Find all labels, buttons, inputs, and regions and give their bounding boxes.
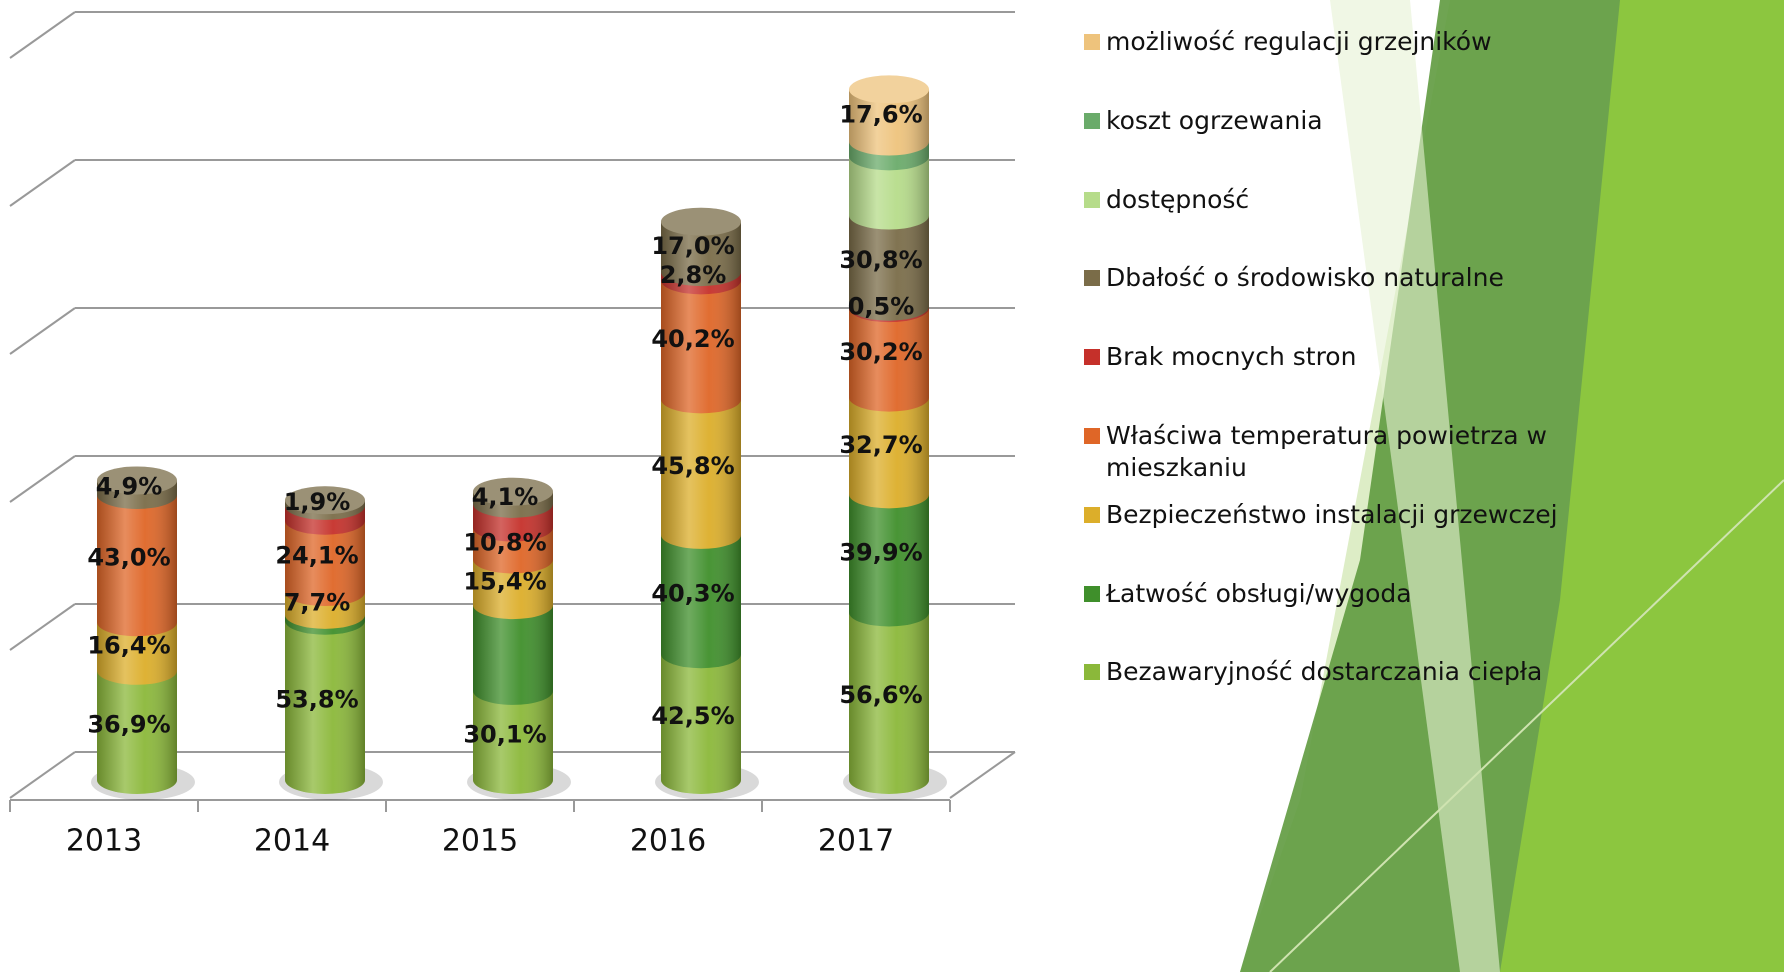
legend-item: dostępność (1080, 184, 1570, 216)
data-label: 40,3% (651, 580, 734, 608)
legend-item: Łatwość obsługi/wygoda (1080, 578, 1570, 610)
data-label: 15,4% (463, 567, 546, 595)
legend-label: Brak mocnych stron (1106, 342, 1356, 371)
data-label: 45,8% (651, 452, 734, 480)
legend-label: Łatwość obsługi/wygoda (1106, 579, 1412, 608)
legend-swatch (1084, 428, 1100, 444)
legend-swatch (1084, 586, 1100, 602)
legend-label: dostępność (1106, 185, 1249, 214)
legend-swatch (1084, 192, 1100, 208)
legend-swatch (1084, 113, 1100, 129)
grid-side (10, 12, 75, 58)
data-label: 56,6% (839, 681, 922, 709)
data-label: 40,2% (651, 325, 734, 353)
legend-item: Brak mocnych stron (1080, 341, 1570, 373)
legend-item: Bezpieczeństwo instalacji grzewczej (1080, 499, 1570, 531)
legend-label: Bezawaryjność dostarczania ciepła (1106, 657, 1542, 686)
legend-item: Bezawaryjność dostarczania ciepła (1080, 656, 1570, 688)
legend-label: Właściwa temperatura powietrza w mieszka… (1106, 421, 1547, 482)
legend-label: Dbałość o środowisko naturalne (1106, 263, 1504, 292)
legend-item: Dbałość o środowisko naturalne (1080, 262, 1570, 294)
page: {"chart_data": {"type": "bar", "stacked"… (0, 0, 1784, 972)
decoration (1240, 0, 1784, 972)
legend-swatch (1084, 270, 1100, 286)
data-label: 43,0% (87, 544, 170, 572)
data-label: 10,8% (463, 528, 546, 556)
legend-swatch (1084, 507, 1100, 523)
grid-line (10, 12, 1015, 58)
data-label: 42,5% (651, 702, 734, 730)
legend-swatch (1084, 349, 1100, 365)
x-tick-label: 2017 (818, 824, 894, 859)
grid-side (10, 604, 75, 650)
data-label: 17,6% (839, 100, 922, 128)
data-label: 4,1% (472, 483, 539, 511)
data-label: 7,7% (284, 588, 351, 616)
data-label: 2,8% (660, 261, 727, 289)
data-label: 53,8% (275, 685, 358, 713)
data-label: 32,7% (839, 431, 922, 459)
x-tick-label: 2016 (630, 824, 706, 859)
cylinder-top-light (849, 75, 929, 103)
grid-side (10, 752, 75, 798)
grid-side (10, 160, 75, 206)
x-tick-label: 2013 (66, 824, 142, 859)
grid-side (10, 308, 75, 354)
legend-swatch (1084, 664, 1100, 680)
data-label: 30,2% (839, 338, 922, 366)
grid-side (10, 456, 75, 502)
data-label: 39,9% (839, 538, 922, 566)
data-label: 30,8% (839, 246, 922, 274)
data-label: 16,4% (87, 632, 170, 660)
data-label: 24,1% (275, 541, 358, 569)
data-label: 0,5% (848, 292, 915, 320)
legend-swatch (1084, 34, 1100, 50)
data-label: 36,9% (87, 710, 170, 738)
legend-label: koszt ogrzewania (1106, 106, 1323, 135)
x-tick-label: 2014 (254, 824, 330, 859)
legend-item: możliwość regulacji grzejników (1080, 26, 1570, 58)
legend-label: Bezpieczeństwo instalacji grzewczej (1106, 500, 1558, 529)
grid-floor (950, 752, 1015, 798)
x-tick-label: 2015 (442, 824, 518, 859)
legend-item: koszt ogrzewania (1080, 105, 1570, 137)
chart: 2013 36,9% 16,4% 43,0% 4,9% 2014 53,8% 7,7% 24,1… (0, 0, 1784, 972)
data-label: 30,1% (463, 720, 546, 748)
data-label: 1,9% (284, 488, 351, 516)
legend-label: możliwość regulacji grzejników (1106, 27, 1492, 56)
data-label: 17,0% (651, 232, 734, 260)
data-label: 4,9% (96, 473, 163, 501)
legend-item: Właściwa temperatura powietrza w mieszka… (1080, 420, 1570, 484)
